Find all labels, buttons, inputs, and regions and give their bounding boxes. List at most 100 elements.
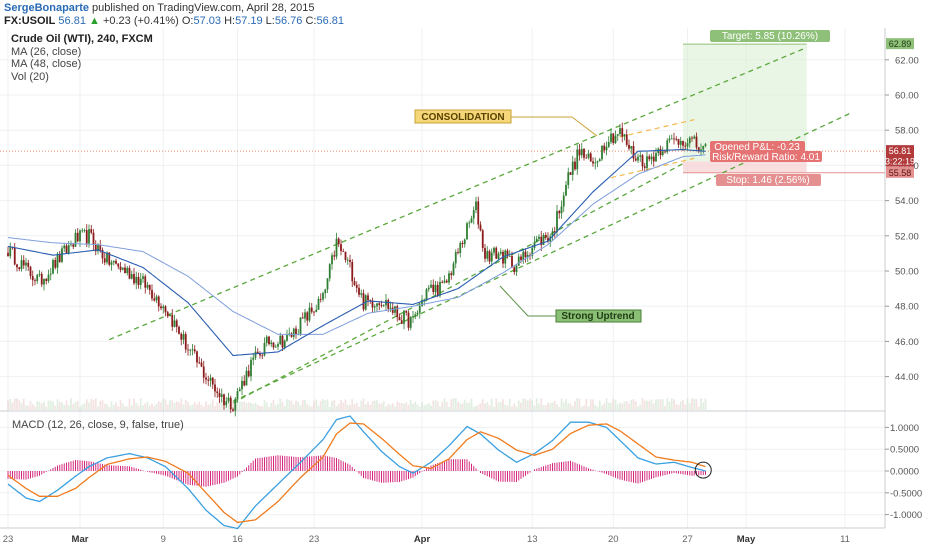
candle-body [272,342,275,348]
volume-bar [441,401,444,410]
candle-body [47,274,50,282]
volume-bar [493,406,495,410]
volume-bar [65,400,68,410]
candle-body [247,370,250,377]
candle-body [52,259,54,274]
candle-body [520,256,522,260]
volume-bar [637,406,639,410]
volume-bar [412,403,414,410]
volume-bar [592,399,594,410]
volume-bar [659,399,662,410]
candle-body [283,340,286,348]
time-tick-label: 27 [682,534,693,545]
candle-body [571,161,574,175]
candle-body [101,249,104,259]
candle-body [193,349,196,352]
open-pl-box [710,141,805,152]
candle-body [585,157,588,159]
annotations[interactable]: CONSOLIDATION Strong Uptrend Target: 5.85 … [414,30,830,323]
macd-legend[interactable]: MACD (12, 26, close, 9, false, true) [12,419,184,431]
volume-bar [614,399,617,410]
volume-bar [558,406,561,410]
candle-body [189,349,192,351]
volume-bar [191,404,194,410]
stop-label: Stop: 1.46 (2.56%) [726,175,809,186]
price-tick-label: 62.00 [895,55,919,66]
candle-body [259,352,261,356]
ma-slow-label[interactable]: MA (48, close) [11,58,82,70]
candle-body [119,266,122,270]
volume-bar [533,405,536,410]
candle-body [398,317,401,321]
candle-body [13,247,16,265]
volume-bar [182,404,185,410]
author-link[interactable]: SergeBonaparte [4,2,89,14]
volume-bar [306,404,309,410]
candle-body [513,267,516,273]
volume-bar [106,403,108,410]
candle-body [202,366,205,378]
volume-label[interactable]: Vol (20) [11,70,49,83]
volume-bar [490,398,493,410]
candle-body [430,284,432,288]
volume-bar [54,405,57,410]
volume-bar [452,398,455,410]
volume-bar [146,401,149,410]
volume-bar [686,398,689,410]
volume-bar [326,399,329,410]
volume-bar [567,403,570,410]
stop-label-box [716,174,821,186]
candle-body [646,156,648,168]
candle-body [175,320,178,327]
volume-bar [641,398,644,410]
volume-bar [414,401,417,410]
high-label: H: [224,15,236,27]
volume-bar [369,404,372,410]
volume-bar [299,405,302,410]
candle-body [601,145,603,160]
volume-bar [504,404,507,410]
price-tick-label: 44.00 [895,372,919,383]
candle-body [612,133,615,144]
consolidation-label-box [414,109,512,124]
target-label-box [710,30,830,42]
candle-body [92,232,95,245]
volume-bar [247,402,250,410]
candle-body [688,137,691,144]
volume-bar [216,402,219,410]
ma-fast-label[interactable]: MA (26, close) [11,45,82,58]
volume-bar [63,404,66,410]
candle-body [652,156,655,162]
volume-bar [344,399,347,410]
candle-body [497,253,500,259]
candle-body [97,245,99,252]
volume-bar [295,400,297,410]
candle-body [544,235,547,238]
volume-bar [45,406,48,410]
candle-body [524,251,527,258]
candle-body [367,295,369,301]
volume-bar [198,401,201,410]
volume-bar [47,400,50,410]
volume-bar [695,399,698,410]
volume-bar [209,403,212,410]
candle-body [225,401,228,406]
volume-bar [153,406,156,410]
time-tick-label: 11 [840,534,850,545]
candle-body [182,334,185,340]
candle-body [245,370,248,386]
volume-bar [324,400,327,410]
candle-body [128,267,131,279]
volume-bar [317,405,320,410]
candle-body [396,306,399,318]
stop-price-badge-box [886,166,914,178]
candle-body [40,273,43,285]
candle-body [472,210,475,219]
volume-bar [529,398,531,410]
candle-body [90,229,93,233]
volume-bar [682,399,684,410]
volume-bar [18,400,21,410]
volume-bar [137,405,140,410]
volume-bar [430,405,432,410]
